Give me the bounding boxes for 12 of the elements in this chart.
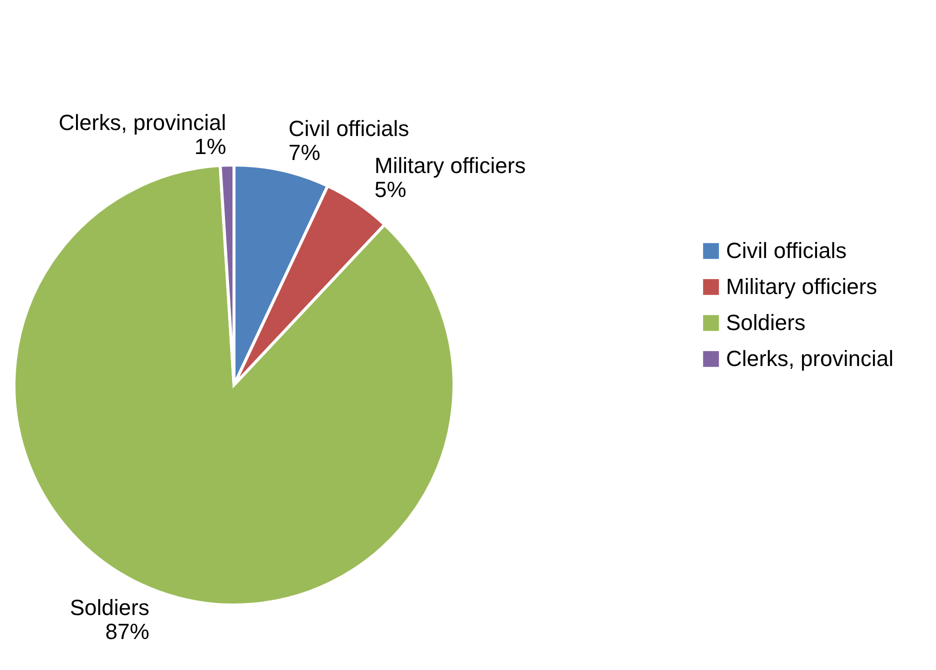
data-label: 5% [374, 177, 406, 202]
data-label: 7% [288, 140, 320, 166]
data-label: 87% [105, 619, 150, 644]
legend-label: Military officiers [726, 274, 878, 299]
legend-label: Civil officials [726, 238, 847, 263]
slice-label: Civil officials [288, 116, 410, 142]
slice-label: Clerks, provincial [58, 110, 226, 136]
legend-label: Clerks, provincial [726, 346, 894, 371]
slice-label: Military officiers [374, 153, 526, 178]
data-label: 1% [194, 134, 226, 160]
slice-label: Soldiers [70, 595, 150, 620]
legend-label: Soldiers [726, 310, 806, 335]
